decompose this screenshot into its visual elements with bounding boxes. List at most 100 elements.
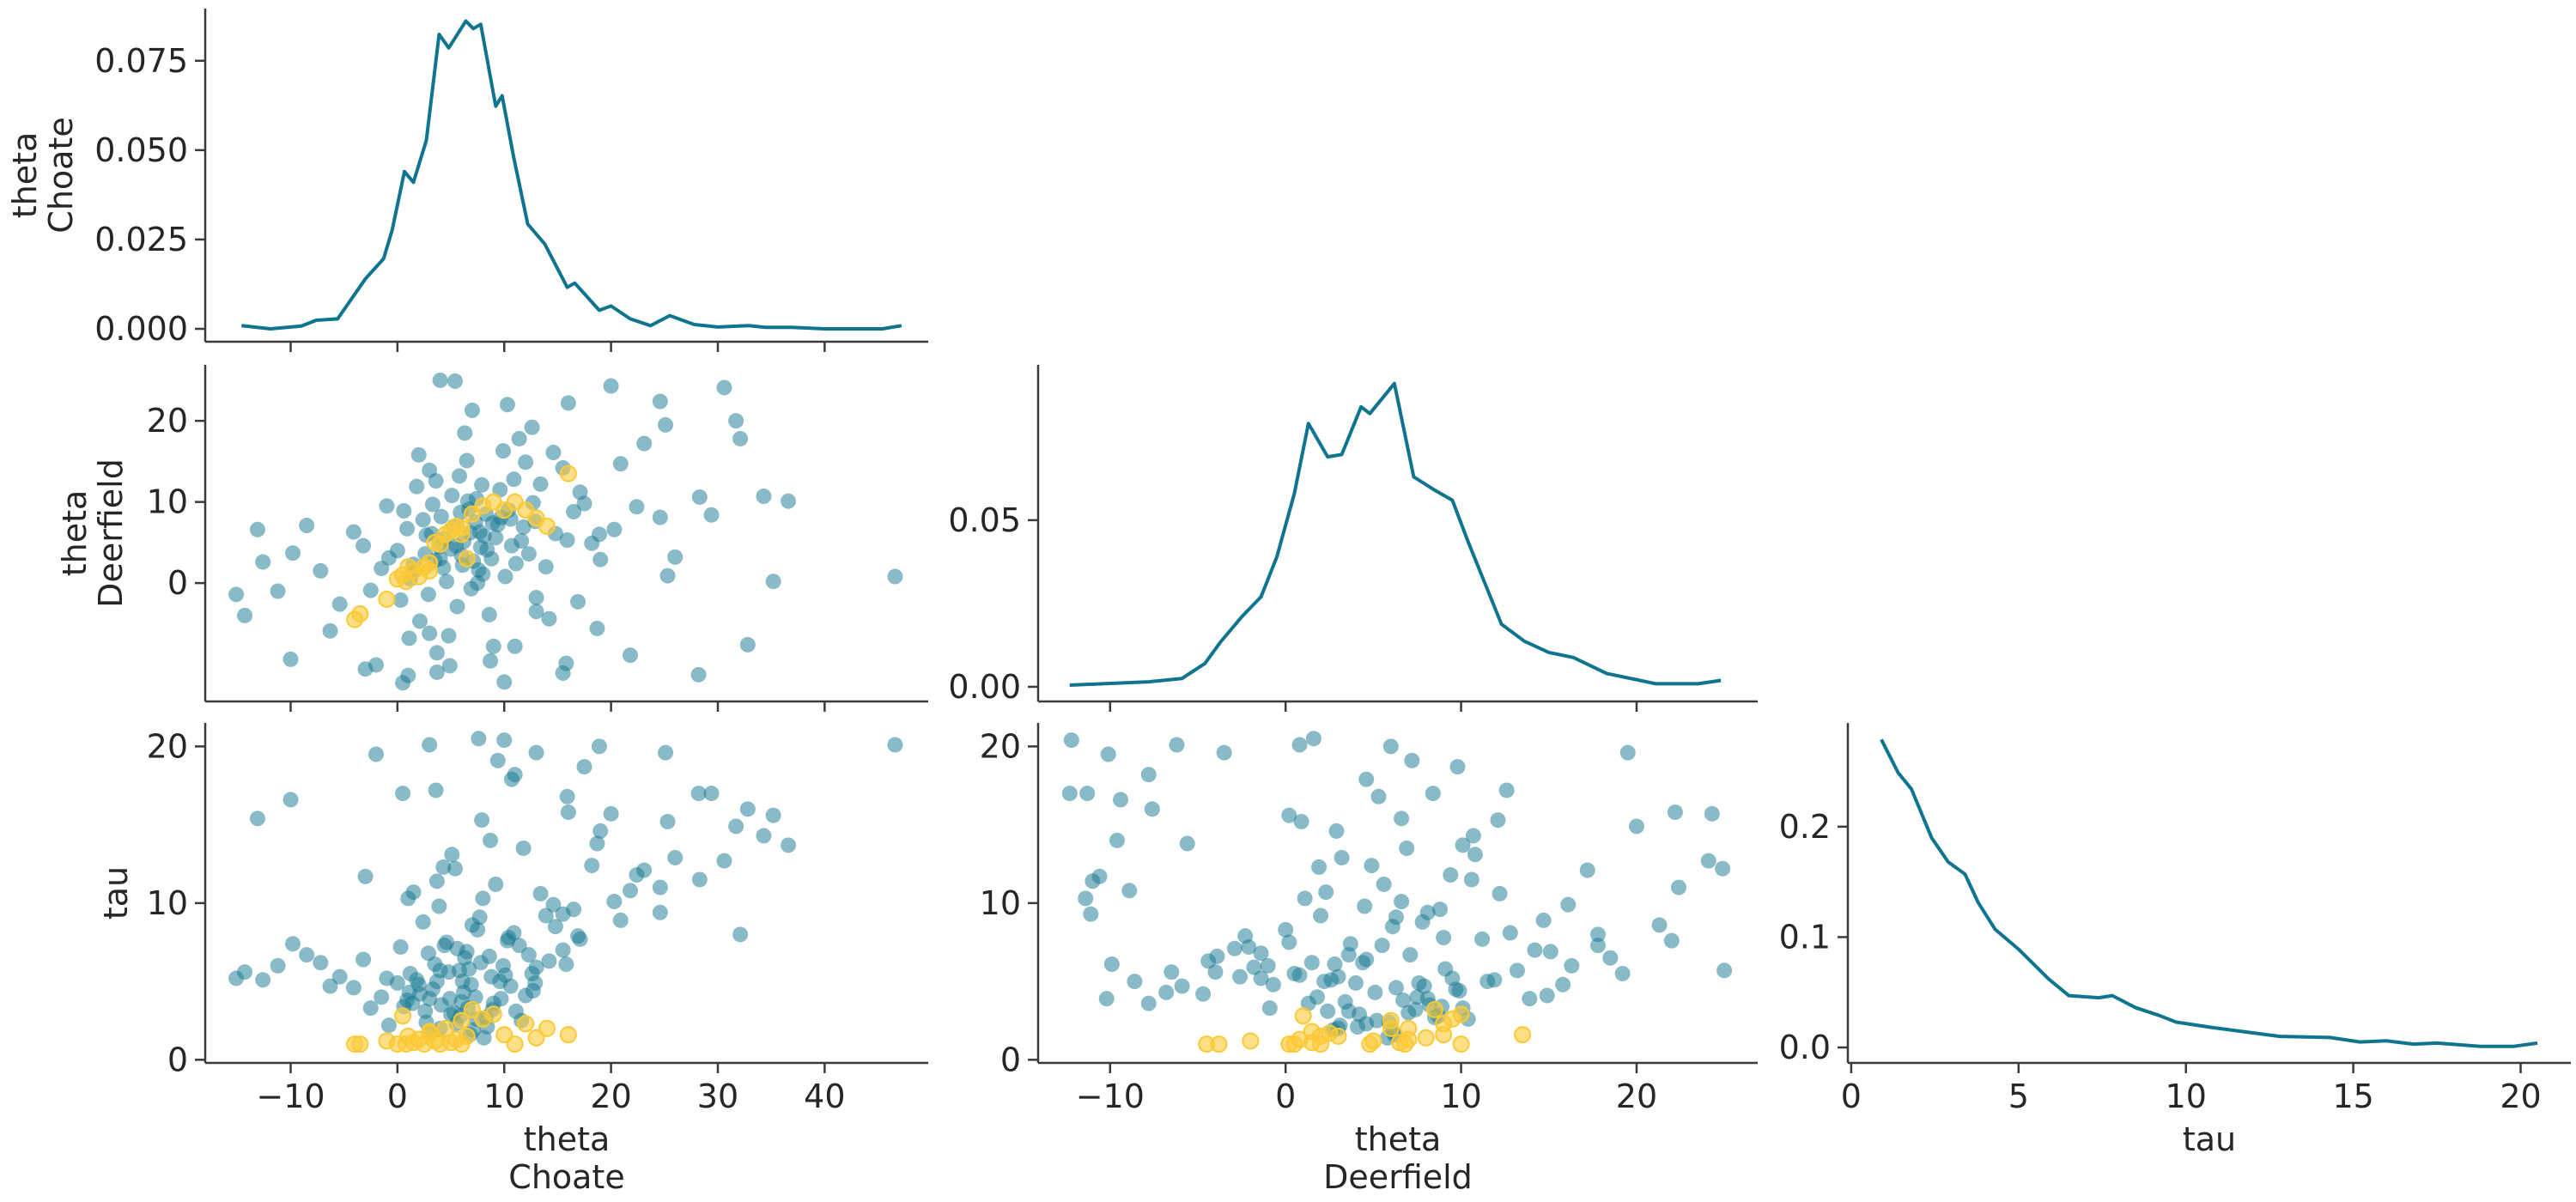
y-tick-label: 0.0: [1779, 1029, 1831, 1066]
y-tick-label: 10: [147, 884, 188, 922]
ylabel-tau: tau: [97, 866, 135, 920]
sample-point: [1443, 867, 1459, 883]
ylabel-theta-deerfield-line2: Deerfield: [92, 458, 130, 608]
sample-point: [1394, 894, 1410, 910]
sample-point: [362, 582, 379, 598]
sample-point: [728, 413, 744, 429]
sample-point: [313, 955, 329, 971]
sample-point: [1402, 947, 1419, 963]
sample-point: [1109, 832, 1125, 848]
sample-point: [606, 521, 623, 537]
sample-point: [255, 972, 271, 988]
sample-point: [1400, 1005, 1417, 1021]
divergence-point: [453, 525, 471, 543]
sample-point: [1078, 890, 1094, 907]
divergence-point: [1294, 1007, 1312, 1025]
divergence-point: [1396, 1035, 1414, 1053]
sample-point: [322, 622, 338, 639]
sample-point: [515, 519, 532, 535]
sample-point: [299, 947, 315, 963]
sample-point: [1384, 919, 1400, 935]
sample-point: [1542, 944, 1558, 960]
divergence-point: [1514, 1026, 1532, 1044]
sample-point: [520, 546, 537, 562]
sample-point: [400, 667, 416, 683]
sample-point: [623, 647, 639, 664]
sample-point: [1704, 805, 1720, 822]
sample-point: [532, 476, 549, 492]
divergence-point: [346, 1035, 364, 1053]
sample-point: [1579, 862, 1595, 878]
divergence-point: [1242, 1032, 1260, 1050]
sample-point: [472, 955, 489, 971]
sample-point: [444, 488, 460, 504]
sample-point: [524, 419, 540, 435]
sample-point: [1140, 767, 1157, 783]
divergence-point: [1425, 1000, 1443, 1018]
sample-point: [499, 397, 515, 413]
sample-point: [299, 518, 315, 534]
sample-point: [1490, 812, 1506, 829]
sample-point: [471, 562, 487, 578]
x-tick-label: 40: [804, 1078, 845, 1115]
sample-point: [1091, 868, 1108, 884]
sample-point: [1342, 936, 1358, 952]
sample-point: [474, 812, 490, 829]
sample-point: [1061, 786, 1078, 802]
y-tick-label: 0: [1000, 1041, 1021, 1078]
sample-point: [513, 532, 530, 549]
sample-point: [1628, 818, 1644, 835]
sample-point: [1498, 782, 1515, 798]
sample-point: [422, 737, 438, 753]
sample-point: [1436, 930, 1452, 946]
sample-point: [228, 586, 245, 603]
sample-point: [409, 478, 425, 495]
divergence-point: [421, 1024, 439, 1042]
sample-point: [1509, 962, 1525, 979]
sample-point: [1357, 898, 1373, 914]
xlabel-theta-deerfield-line1: theta: [1355, 1120, 1442, 1158]
sample-point: [1246, 959, 1262, 975]
sample-point: [528, 590, 544, 606]
sample-point: [380, 1017, 397, 1034]
sample-point: [612, 912, 629, 928]
sample-point: [313, 562, 329, 579]
sample-point: [756, 489, 772, 505]
x-tick-label: −10: [256, 1078, 325, 1115]
sample-point: [716, 853, 732, 869]
sample-point: [1265, 976, 1281, 993]
sample-point: [1100, 746, 1116, 762]
sample-point: [1347, 974, 1364, 991]
x-tick-label: 10: [483, 1078, 525, 1115]
sample-point: [436, 938, 453, 954]
sample-point: [368, 746, 384, 762]
sample-point: [476, 1029, 492, 1046]
sample-point: [1715, 860, 1731, 877]
x-tick-label: 0: [1275, 1078, 1296, 1115]
sample-point: [483, 832, 499, 848]
sample-point: [488, 530, 504, 546]
divergence-point: [484, 1005, 502, 1023]
sample-point: [1614, 965, 1631, 981]
sample-point: [1083, 906, 1099, 922]
sample-point: [1716, 962, 1733, 979]
sample-point: [464, 402, 480, 418]
sample-point: [1216, 744, 1232, 761]
sample-point: [1667, 804, 1683, 821]
sample-point: [703, 786, 720, 802]
sample-point: [511, 430, 527, 446]
divergence-point: [397, 573, 415, 591]
x-tick-label: 15: [2332, 1078, 2373, 1115]
sample-point: [422, 991, 438, 1007]
sample-point: [559, 788, 575, 804]
panel-kde-theta-choate: 0.000 0.025 0.050 0.075: [94, 9, 928, 352]
sample-point: [591, 738, 607, 755]
sample-point: [652, 879, 668, 895]
sample-point: [1411, 974, 1427, 991]
sample-point: [379, 498, 395, 514]
sample-point: [1535, 912, 1552, 928]
sample-point: [1291, 737, 1308, 753]
sample-point: [428, 873, 445, 889]
sample-point: [1320, 1003, 1336, 1019]
